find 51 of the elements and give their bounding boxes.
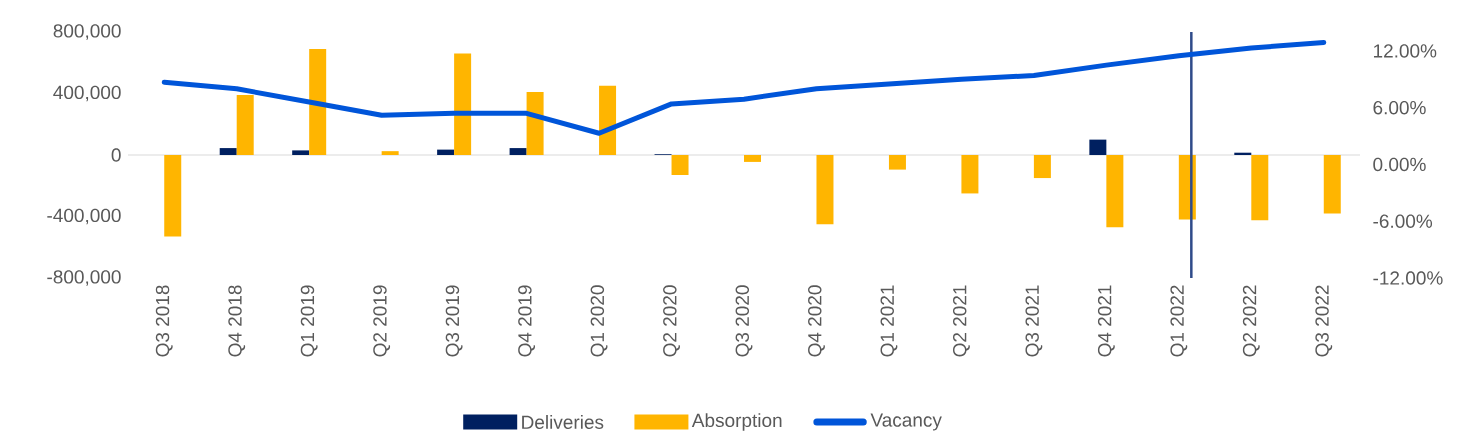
bar (744, 155, 761, 162)
y-tick-label: 800,000 (53, 24, 121, 40)
bar (164, 155, 182, 237)
x-tick-label: Q2 2020 (663, 285, 680, 357)
legend-label: Vacancy (870, 413, 942, 431)
x-tick-label: Q3 2018 (155, 285, 173, 357)
x-tick-label: Q1 2020 (590, 285, 608, 357)
y2-tick-label: -6.00% (1373, 214, 1433, 228)
bar (236, 95, 254, 155)
x-tick-label: Q2 2022 (1242, 285, 1260, 357)
bar (1106, 155, 1124, 228)
y2-tick-label: 0.00% (1373, 157, 1426, 172)
legend-label: Absorption (691, 413, 782, 431)
x-tick-label: Q3 2022 (1315, 285, 1333, 357)
bar (526, 91, 544, 155)
bar (509, 148, 527, 155)
bar (1089, 139, 1107, 155)
x-tick-label: Q3 2020 (735, 285, 753, 357)
bar (816, 155, 834, 225)
bar (1033, 155, 1051, 179)
y-tick-label: 0 (111, 148, 121, 162)
y-tick-label: -800,000 (47, 270, 121, 286)
bar (292, 150, 310, 155)
x-tick-label: Q3 2019 (445, 285, 463, 357)
x-tick-label: Q4 2020 (808, 285, 825, 357)
y-tick-label: -400,000 (47, 208, 121, 225)
legend-label: Deliveries (522, 415, 604, 429)
x-tick-label: Q4 2021 (1097, 285, 1115, 357)
bar (671, 155, 689, 175)
bar (381, 151, 399, 155)
bar (599, 85, 617, 155)
bar (1251, 155, 1269, 221)
y2-tick-label: 6.00% (1373, 100, 1426, 115)
bar (219, 148, 237, 155)
x-tick-label: Q3 2021 (1025, 285, 1043, 357)
bar (1323, 155, 1341, 214)
x-tick-label: Q1 2022 (1170, 285, 1188, 357)
bar (309, 48, 327, 155)
x-tick-label: Q4 2018 (228, 285, 246, 357)
x-tick-label: Q2 2019 (373, 285, 391, 357)
bar (454, 53, 472, 155)
x-tick-label: Q4 2019 (518, 285, 536, 357)
y2-tick-label: 12.00% (1373, 44, 1437, 58)
y-tick-label: 400,000 (53, 85, 121, 102)
bar (888, 155, 906, 170)
x-tick-label: Q2 2021 (952, 285, 970, 357)
x-tick-label: Q1 2021 (880, 285, 898, 357)
x-tick-label: Q1 2019 (300, 285, 318, 357)
y2-tick-label: -12.00% (1373, 271, 1443, 285)
bar (437, 149, 455, 155)
bar (961, 155, 979, 194)
